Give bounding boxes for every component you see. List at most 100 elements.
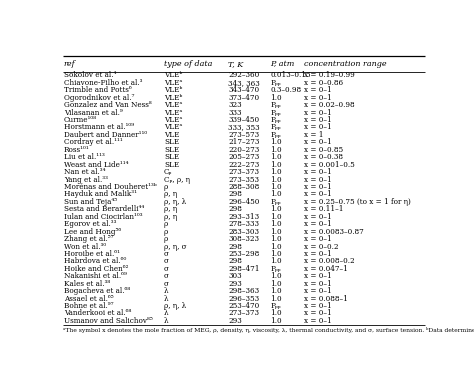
- Text: 293–313: 293–313: [228, 213, 259, 221]
- Text: 1.0: 1.0: [271, 183, 282, 191]
- Text: 283–303: 283–303: [228, 228, 259, 236]
- Text: x = 0–1: x = 0–1: [303, 287, 331, 295]
- Text: 1.0: 1.0: [271, 250, 282, 258]
- Text: x = 0–1: x = 0–1: [303, 309, 331, 318]
- Text: Curme¹⁰⁸: Curme¹⁰⁸: [64, 116, 97, 124]
- Text: ρ: ρ: [164, 228, 168, 236]
- Text: 220–273: 220–273: [228, 146, 259, 154]
- Text: Ross¹⁰¹: Ross¹⁰¹: [64, 146, 90, 154]
- Text: λ: λ: [164, 287, 169, 295]
- Text: 0.013–0.13: 0.013–0.13: [271, 71, 311, 79]
- Text: Pₚₚ: Pₚₚ: [271, 79, 281, 87]
- Text: 1.0: 1.0: [271, 317, 282, 325]
- Text: 1.0: 1.0: [271, 168, 282, 176]
- Text: Sokolov et al.⁴: Sokolov et al.⁴: [64, 71, 116, 79]
- Text: 1.0: 1.0: [271, 138, 282, 146]
- Text: x = 0.088–1: x = 0.088–1: [303, 295, 347, 303]
- Text: Yang et al.³³: Yang et al.³³: [64, 175, 108, 183]
- Text: ρ, η, σ: ρ, η, σ: [164, 242, 187, 250]
- Text: 1.0: 1.0: [271, 153, 282, 161]
- Text: P, atm: P, atm: [271, 60, 295, 68]
- Text: 1.0: 1.0: [271, 257, 282, 265]
- Text: 205–273: 205–273: [228, 153, 259, 161]
- Text: 1.0: 1.0: [271, 235, 282, 243]
- Text: 298–363: 298–363: [228, 287, 259, 295]
- Text: λ: λ: [164, 309, 169, 318]
- Text: x = 0–1: x = 0–1: [303, 138, 331, 146]
- Text: 1.0: 1.0: [271, 272, 282, 280]
- Text: Nakanishi et al.⁶⁹: Nakanishi et al.⁶⁹: [64, 272, 127, 280]
- Text: 253–298: 253–298: [228, 250, 259, 258]
- Text: Daubert and Danner¹¹⁰: Daubert and Danner¹¹⁰: [64, 131, 147, 139]
- Text: VLEᵇ: VLEᵇ: [164, 94, 182, 101]
- Text: λ: λ: [164, 295, 169, 303]
- Text: Weast and Lide¹¹⁴: Weast and Lide¹¹⁴: [64, 160, 128, 169]
- Text: x = 0–0.86: x = 0–0.86: [303, 79, 343, 87]
- Text: 339–450: 339–450: [228, 116, 259, 124]
- Text: 333: 333: [228, 108, 242, 116]
- Text: ρ, η, λ: ρ, η, λ: [164, 302, 186, 310]
- Text: Egorov et al.³³: Egorov et al.³³: [64, 220, 116, 228]
- Text: 222–273: 222–273: [228, 160, 259, 169]
- Text: VLEᵃ: VLEᵃ: [164, 123, 182, 131]
- Text: 296–450: 296–450: [228, 198, 260, 206]
- Text: σ: σ: [164, 280, 169, 288]
- Text: Habrdova et al.⁶⁰: Habrdova et al.⁶⁰: [64, 257, 126, 265]
- Text: x = 0–1: x = 0–1: [303, 302, 331, 310]
- Text: 1.0: 1.0: [271, 190, 282, 198]
- Text: 343–470: 343–470: [228, 86, 259, 94]
- Text: ρ, η: ρ, η: [164, 205, 177, 213]
- Text: Pₚₚ: Pₚₚ: [271, 302, 281, 310]
- Text: Horoibe et al.⁶¹: Horoibe et al.⁶¹: [64, 250, 119, 258]
- Text: 298: 298: [228, 242, 242, 250]
- Text: Pₚₚ: Pₚₚ: [271, 131, 281, 139]
- Text: 273–353: 273–353: [228, 175, 259, 183]
- Text: x = 0.001–0.5: x = 0.001–0.5: [303, 160, 354, 169]
- Text: Lee and Hong⁵⁶: Lee and Hong⁵⁶: [64, 228, 121, 236]
- Text: Trimble and Potts⁶: Trimble and Potts⁶: [64, 86, 131, 94]
- Text: 1.0: 1.0: [271, 228, 282, 236]
- Text: 273–573: 273–573: [228, 131, 259, 139]
- Text: Assael et al.⁶⁵: Assael et al.⁶⁵: [64, 295, 113, 303]
- Text: 292–360: 292–360: [228, 71, 259, 79]
- Text: x = 0–1: x = 0–1: [303, 250, 331, 258]
- Text: ρ, η: ρ, η: [164, 190, 177, 198]
- Text: Hoike and Chen⁶²: Hoike and Chen⁶²: [64, 265, 128, 273]
- Text: ρ, η, λ: ρ, η, λ: [164, 198, 186, 206]
- Text: 298–471: 298–471: [228, 265, 260, 273]
- Text: 1.0: 1.0: [271, 94, 282, 101]
- Text: Ogorodnikov et al.⁷: Ogorodnikov et al.⁷: [64, 94, 134, 101]
- Text: VLEᵃ: VLEᵃ: [164, 108, 182, 116]
- Text: λ: λ: [164, 317, 169, 325]
- Text: Kales et al.³⁸: Kales et al.³⁸: [64, 280, 110, 288]
- Text: Pₚₚ: Pₚₚ: [271, 123, 281, 131]
- Text: 273–373: 273–373: [228, 309, 259, 318]
- Text: 217–273: 217–273: [228, 138, 260, 146]
- Text: VLEᵇ: VLEᵇ: [164, 86, 182, 94]
- Text: Pₚₚ: Pₚₚ: [271, 101, 281, 109]
- Text: T, K: T, K: [228, 60, 244, 68]
- Text: 308–323: 308–323: [228, 235, 259, 243]
- Text: x = 0–1: x = 0–1: [303, 116, 331, 124]
- Text: x = 0–1: x = 0–1: [303, 213, 331, 221]
- Text: x = 0.02–0.98: x = 0.02–0.98: [303, 101, 354, 109]
- Text: 298: 298: [228, 205, 242, 213]
- Text: σ: σ: [164, 265, 169, 273]
- Text: 1.0: 1.0: [271, 280, 282, 288]
- Text: concentration range: concentration range: [303, 60, 386, 68]
- Text: 343, 363: 343, 363: [228, 79, 260, 87]
- Text: 323: 323: [228, 101, 242, 109]
- Text: Pₚₚ: Pₚₚ: [271, 198, 281, 206]
- Text: 1.0: 1.0: [271, 309, 282, 318]
- Text: Won et al.³⁰: Won et al.³⁰: [64, 242, 106, 250]
- Text: Morénas and Douheret¹³ᵇ: Morénas and Douheret¹³ᵇ: [64, 183, 156, 191]
- Text: VLEᵇ: VLEᵇ: [164, 71, 182, 79]
- Text: Chiavone-Filho et al.³: Chiavone-Filho et al.³: [64, 79, 142, 87]
- Text: Vanderkooi et al.⁶⁸: Vanderkooi et al.⁶⁸: [64, 309, 131, 318]
- Text: 1.0: 1.0: [271, 213, 282, 221]
- Text: Hayduk and Malik³¹: Hayduk and Malik³¹: [64, 190, 137, 198]
- Text: Sun and Teja⁴⁵: Sun and Teja⁴⁵: [64, 198, 117, 206]
- Text: x = 0.047–1: x = 0.047–1: [303, 265, 347, 273]
- Text: SLE: SLE: [164, 153, 179, 161]
- Text: ρ: ρ: [164, 235, 168, 243]
